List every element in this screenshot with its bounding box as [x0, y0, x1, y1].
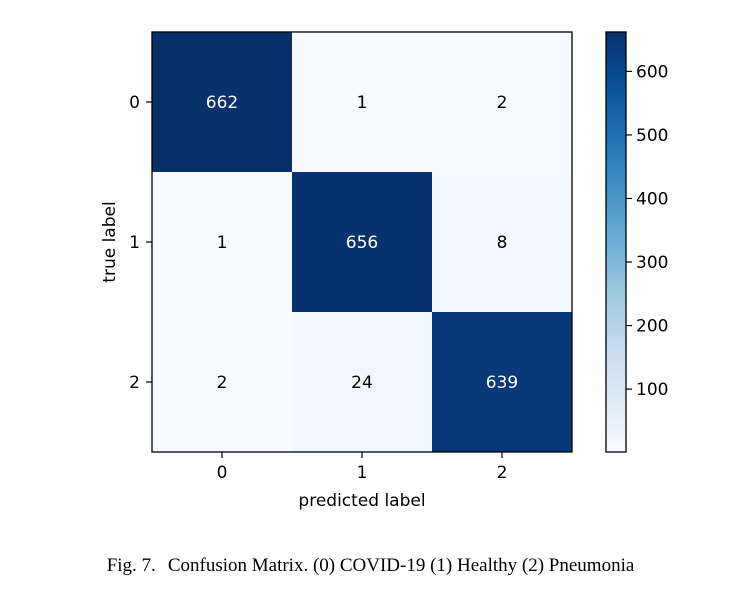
colorbar	[605, 31, 627, 453]
matrix-cell	[292, 172, 432, 312]
matrix-cell-labels: 662 1 2 1 656 8 2 24 639	[206, 93, 518, 393]
matrix-cell	[432, 312, 572, 452]
matrix-cell	[152, 172, 292, 312]
cell-value-label: 1	[217, 233, 228, 253]
cell-value-label: 2	[217, 373, 228, 393]
matrix-cell	[432, 172, 572, 312]
colorbar-ticks: 100 200 300 400 500 600	[626, 62, 668, 400]
colorbar-tick-label: 200	[636, 317, 668, 337]
y-tick-label: 2	[129, 373, 140, 393]
caption-label: Fig. 7.	[106, 555, 156, 576]
cell-value-label: 1	[357, 93, 368, 113]
cell-value-label: 656	[346, 233, 378, 253]
matrix-cell	[292, 32, 432, 172]
x-tick-label: 2	[497, 463, 508, 483]
x-tick-label: 0	[217, 463, 228, 483]
matrix-cell	[292, 312, 432, 452]
cell-value-label: 24	[351, 373, 373, 393]
colorbar-tick-label: 100	[636, 380, 668, 400]
y-axis-label: true label	[100, 201, 120, 282]
cell-value-label: 8	[497, 233, 508, 253]
y-axis-ticks: 0 1 2	[129, 93, 152, 393]
colorbar-tick-label: 400	[636, 189, 668, 209]
cell-value-label: 2	[497, 93, 508, 113]
x-axis-label: predicted label	[298, 491, 425, 511]
caption-text: Confusion Matrix. (0) COVID-19 (1) Healt…	[167, 555, 635, 576]
y-tick-label: 0	[129, 93, 140, 113]
matrix-cells	[152, 32, 572, 452]
confusion-matrix-figure: 662 1 2 1 656 8 2 24 639 0 1 2 0 1 2 predicted label…	[100, 31, 668, 511]
cell-value-label: 639	[486, 373, 518, 393]
cell-value-label: 662	[206, 93, 238, 113]
colorbar-tick-label: 600	[636, 62, 668, 82]
matrix-cell	[432, 32, 572, 172]
colorbar-tick-label: 300	[636, 253, 668, 273]
x-tick-label: 1	[357, 463, 368, 483]
y-tick-label: 1	[129, 233, 140, 253]
matrix-cell	[152, 32, 292, 172]
x-axis-ticks: 0 1 2	[217, 452, 508, 483]
confusion-matrix-chart: 662 1 2 1 656 8 2 24 639 0 1 2 0 1 2 predicted label…	[100, 31, 668, 511]
figure-caption: Fig. 7. Confusion Matrix. (0) COVID-19 (1…	[0, 555, 741, 577]
matrix-cell	[152, 312, 292, 452]
colorbar-tick-label: 500	[636, 126, 668, 146]
